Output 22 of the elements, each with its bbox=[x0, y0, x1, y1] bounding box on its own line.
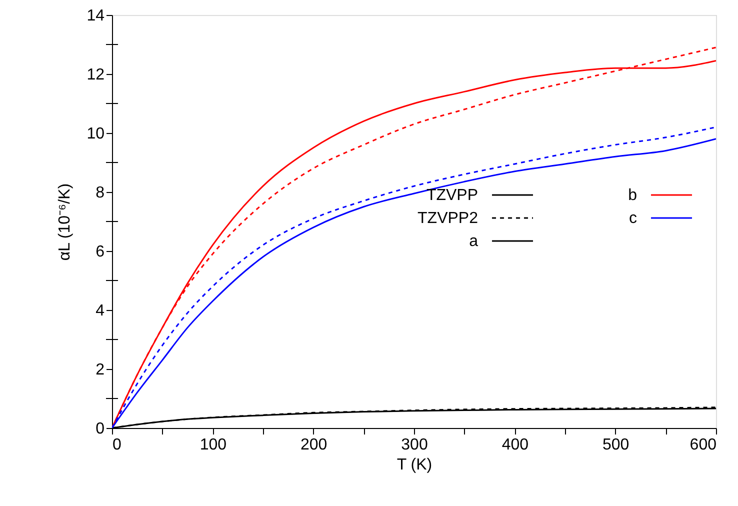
y-tick-label: 8 bbox=[96, 184, 105, 202]
x-tick-label: 300 bbox=[401, 436, 428, 454]
x-tick-label: 400 bbox=[502, 436, 529, 454]
annotation: TZVPP2 bbox=[418, 210, 478, 227]
y-tick-label: 14 bbox=[86, 8, 105, 24]
x-tick-label: 600 bbox=[690, 436, 717, 454]
legend-label: c bbox=[629, 210, 637, 227]
y-tick-label: 0 bbox=[96, 420, 105, 438]
y-axis-title: αL (10⁻⁶/K) bbox=[56, 183, 74, 261]
legend-label: a bbox=[469, 233, 478, 250]
x-tick-label: 100 bbox=[200, 436, 227, 454]
annotation: TZVPP bbox=[426, 187, 478, 204]
y-tick-label: 6 bbox=[96, 244, 105, 260]
x-tick-label: 200 bbox=[300, 436, 328, 454]
x-axis-title: T (K) bbox=[396, 456, 432, 474]
legend-label: b bbox=[628, 187, 638, 204]
y-tick-label: 12 bbox=[86, 66, 105, 84]
x-tick-label: 0 bbox=[112, 436, 122, 454]
x-tick-label: 500 bbox=[602, 436, 630, 454]
y-tick-label: 10 bbox=[86, 126, 105, 142]
y-tick-label: 2 bbox=[96, 362, 105, 378]
y-tick-label: 4 bbox=[96, 302, 105, 320]
